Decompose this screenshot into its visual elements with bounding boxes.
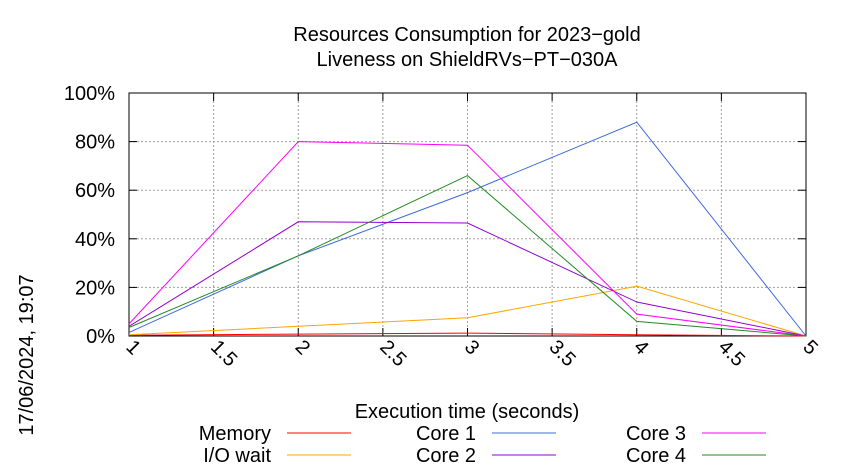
y-tick-label: 100%	[64, 83, 115, 105]
x-tick-label: 4.5	[714, 336, 749, 371]
legend-label-core-1: Core 1	[416, 423, 476, 445]
y-tick-label: 60%	[75, 180, 115, 202]
legend-label-i-o-wait: I/O wait	[203, 445, 271, 467]
series-line-core-2	[128, 221, 807, 337]
x-tick-label: 3.5	[545, 336, 580, 371]
series-line-memory	[128, 332, 807, 337]
x-tick-label: 5	[798, 336, 821, 359]
series-line-core-1	[128, 121, 807, 337]
series-line-i-o-wait	[128, 285, 807, 337]
x-tick-label: 3	[460, 336, 483, 359]
grid	[129, 93, 806, 336]
legend-label-core-2: Core 2	[416, 445, 476, 467]
x-tick-label: 2	[291, 336, 314, 359]
chart-title-line-1: Resources Consumption for 2023−gold	[293, 24, 640, 46]
x-axis-label: Execution time (seconds)	[355, 401, 580, 423]
y-tick-label: 40%	[75, 229, 115, 251]
series-lines	[128, 121, 807, 337]
series-line-core-3	[128, 141, 807, 337]
x-tick-label: 4	[629, 336, 652, 359]
x-tick-label: 2.5	[375, 336, 410, 371]
x-tick-label: 1.5	[206, 336, 241, 371]
x-tick-label: 1	[121, 336, 144, 359]
chart-title-line-2: Liveness on ShieldRVs−PT−030A	[317, 49, 619, 71]
legend-label-core-4: Core 4	[626, 445, 686, 467]
legend-label-core-3: Core 3	[626, 423, 686, 445]
timestamp-label: 17/06/2024, 19:07	[16, 274, 38, 435]
y-axis: 0% 20% 40% 60% 80% 100%	[64, 83, 806, 348]
series-line-core-4	[128, 175, 807, 337]
y-tick-label: 20%	[75, 277, 115, 299]
y-tick-label: 0%	[86, 326, 115, 348]
legend-label-memory: Memory	[199, 423, 271, 445]
y-tick-label: 80%	[75, 132, 115, 154]
